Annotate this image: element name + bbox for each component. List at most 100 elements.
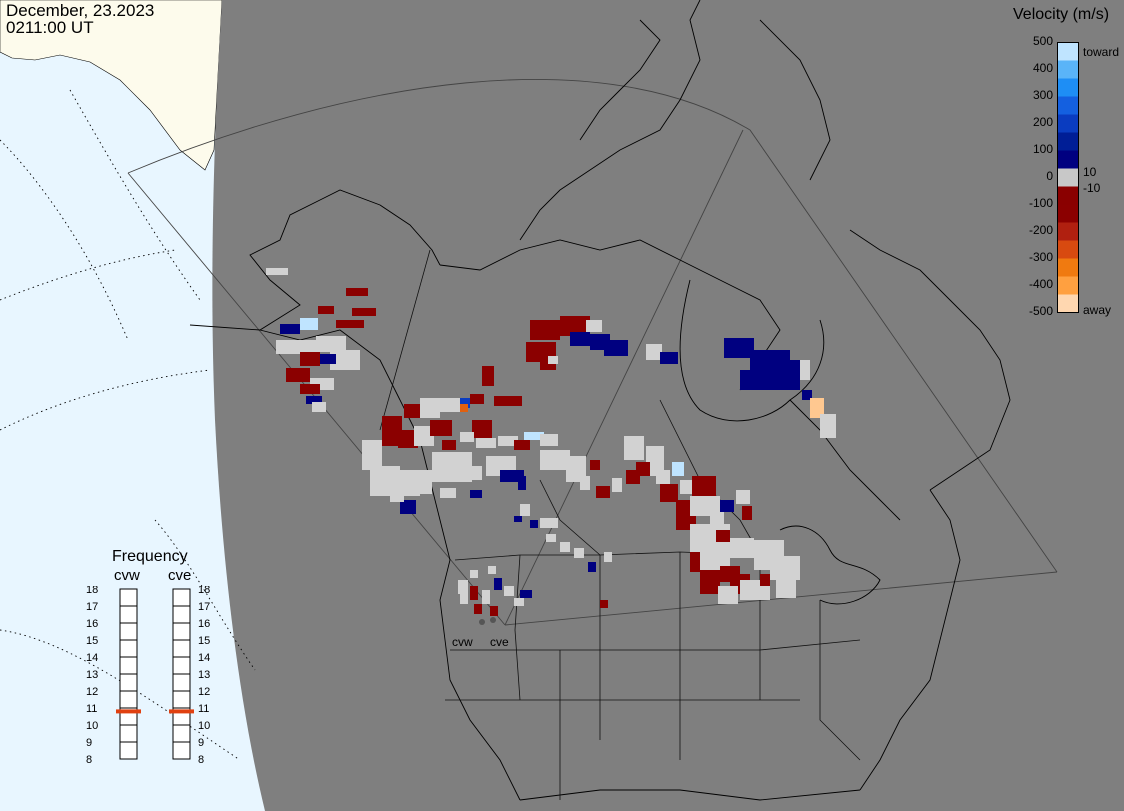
radar-cell-ground-scatter	[690, 496, 720, 516]
frequency-scales: 18 17 16 15 14 13 12 11 10 9 8 18 17 16 15 14 13 12 11 10 9 8	[86, 586, 210, 766]
radar-cell-ground-scatter	[330, 350, 360, 370]
radar-cell-away-strong	[318, 306, 334, 314]
radar-cell-ground-scatter	[710, 512, 724, 526]
frequency-cell	[172, 622, 191, 641]
radar-cell-ground-scatter	[718, 586, 738, 604]
radar-cell-away-strong	[346, 288, 368, 296]
velocity-legend: Velocity (m/s) 500 400 300 200 100 0 -100 -200 -…	[1010, 4, 1122, 324]
radar-cell-away-strong	[540, 360, 556, 370]
radar-cell-away-strong	[482, 366, 494, 386]
frequency-cell	[172, 605, 191, 624]
radar-cell-ground-scatter	[488, 566, 496, 574]
radar-cell-ground-scatter	[586, 320, 602, 332]
legend-color-13	[1057, 60, 1079, 79]
legend-color-4	[1057, 222, 1079, 241]
radar-cell-ground-scatter	[504, 586, 514, 596]
radar-cell-away-strong	[430, 420, 452, 436]
radar-cell-toward-strong	[740, 370, 780, 390]
radar-cell-away-strong	[560, 316, 590, 336]
legend-tick-label: 400	[1032, 61, 1053, 75]
radar-cell-toward-strong	[802, 390, 812, 400]
radar-cell-away-mid	[456, 404, 468, 412]
radar-cell-ground-scatter	[458, 580, 468, 594]
legend-color-2	[1057, 258, 1079, 277]
frequency-cell	[119, 605, 138, 624]
radar-cell-toward-strong	[400, 500, 416, 514]
radar-cell-ground-scatter	[420, 398, 440, 418]
radar-cell-away-strong	[382, 416, 402, 446]
radar-cell-away-strong	[760, 574, 770, 586]
radar-cell-away-strong	[494, 396, 522, 406]
radar-cell-toward-strong	[588, 562, 596, 572]
legend-tick-label: 300	[1032, 88, 1053, 102]
frequency-cell	[172, 639, 191, 658]
sunlit-land	[0, 0, 223, 171]
radar-cell-ground-scatter	[700, 540, 730, 570]
station-marker-cve	[490, 617, 496, 623]
radar-cell-toward-mid	[454, 398, 470, 408]
radar-cell-ground-scatter	[390, 492, 404, 502]
coastlines	[189, 0, 1011, 801]
frequency-scale-label: 17	[198, 601, 210, 613]
radar-cell-ground-scatter	[604, 552, 612, 562]
radar-cell-away-strong	[590, 460, 600, 470]
legend-color-6	[1057, 186, 1079, 205]
radar-cell-away-weak	[810, 398, 824, 418]
frequency-scale-label: 9	[86, 737, 92, 749]
radar-cell-ground-scatter	[362, 440, 382, 470]
radar-cell-toward-weak	[300, 318, 318, 330]
frequency-scale-label: 11	[86, 703, 97, 715]
radar-cell-ground-scatter	[776, 580, 796, 598]
legend-label-toward: toward	[1083, 45, 1120, 59]
radar-cell-toward-strong	[518, 476, 526, 490]
legend-label-pos10: 10	[1083, 165, 1097, 179]
station-marker-cvw	[479, 619, 485, 625]
legend-tick-label: 500	[1032, 34, 1053, 48]
frequency-cell	[119, 673, 138, 692]
radar-cell-away-strong	[692, 476, 716, 496]
frequency-scale-label: 17	[86, 601, 98, 613]
radar-cell-ground-scatter	[482, 590, 490, 604]
radar-cell-toward-strong	[570, 332, 590, 346]
frequency-scale-label: 11	[198, 703, 209, 715]
legend-color-11	[1057, 96, 1079, 115]
legend-label-neg10: -10	[1083, 181, 1101, 195]
radar-cell-ground-scatter	[546, 534, 556, 542]
radar-cell-away-strong	[300, 384, 320, 394]
radar-cell-ground-scatter	[312, 402, 326, 412]
radar-cell-ground-scatter	[476, 438, 496, 448]
frequency-scale-label: 8	[198, 754, 204, 766]
radar-cell-ground-scatter	[646, 446, 664, 476]
frequency-scale-label: 16	[86, 618, 98, 630]
legend-color-3	[1057, 240, 1079, 259]
radar-cell-away-strong	[300, 352, 320, 366]
radar-cell-ground-scatter	[440, 488, 456, 498]
legend-tick-label: -500	[1028, 304, 1053, 318]
legend-tick-label: 200	[1032, 115, 1053, 129]
legend-color-5	[1057, 204, 1079, 223]
station-markers	[479, 617, 496, 625]
radar-cell-away-strong	[636, 462, 650, 476]
radar-cell-ground-scatter	[414, 426, 434, 446]
frequency-scale-label: 9	[198, 737, 204, 749]
frequency-cell	[119, 741, 138, 760]
radar-cell-toward-weak	[524, 432, 544, 440]
frequency-cell	[119, 724, 138, 743]
frequency-cell	[119, 690, 138, 709]
time-label: 0211:00 UT	[6, 18, 94, 37]
radar-cell-toward-strong	[514, 516, 522, 522]
radar-cell-away-strong	[442, 440, 456, 450]
radar-cells	[266, 268, 836, 616]
radar-cell-away-strong	[596, 486, 610, 498]
radar-cell-ground-scatter	[680, 480, 694, 494]
radar-cell-ground-scatter	[560, 542, 570, 552]
frequency-scale-label: 15	[198, 635, 210, 647]
radar-cell-toward-strong	[280, 324, 300, 334]
radar-cell-away-strong	[404, 404, 420, 418]
radar-cell-away-strong	[470, 394, 484, 404]
radar-cell-ground-scatter	[460, 594, 468, 604]
frequency-scale-label: 15	[86, 635, 98, 647]
legend-title: Velocity (m/s)	[1013, 6, 1110, 23]
station-label-cvw: cvw	[452, 635, 473, 649]
radar-cell-ground-scatter	[460, 432, 474, 442]
